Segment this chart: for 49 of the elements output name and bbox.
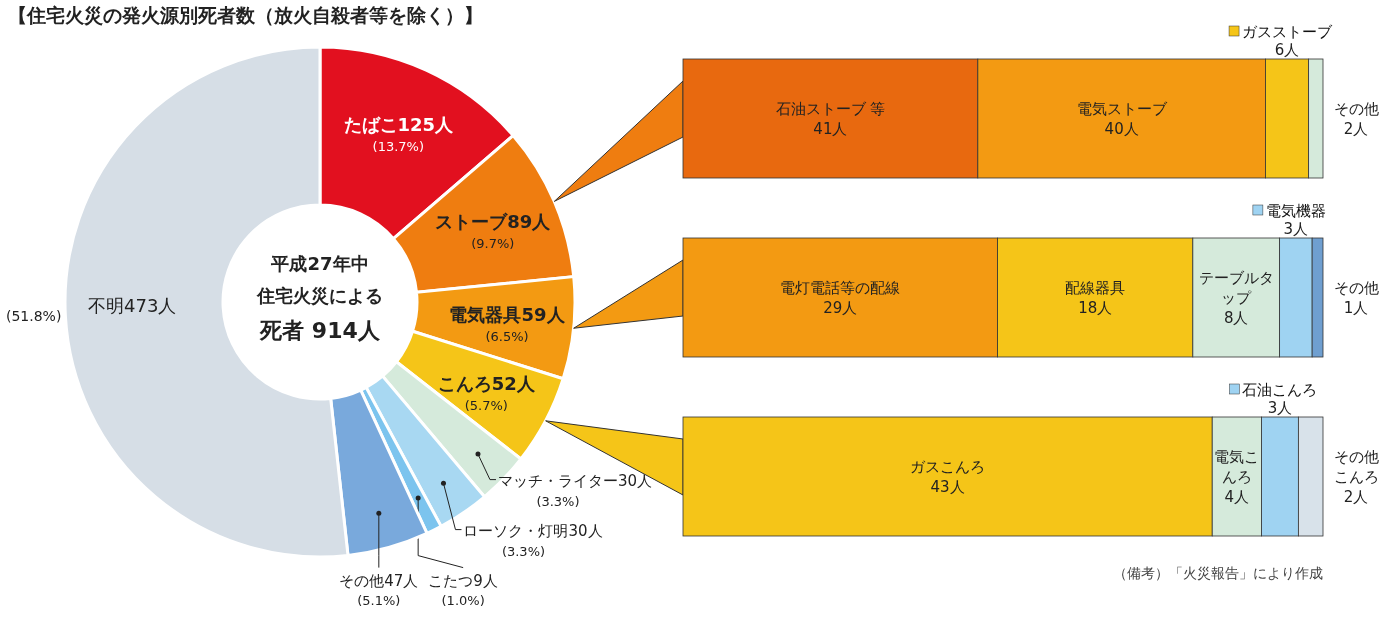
text: （備考）「火災報告」により作成 xyxy=(1113,565,1323,581)
data-label: 41人 xyxy=(813,119,848,138)
data-label: 3人 xyxy=(1267,399,1293,417)
text: (3.3%) xyxy=(536,493,580,509)
data-label: 29人 xyxy=(823,298,858,317)
series-label: その他 xyxy=(1333,278,1379,297)
data-label: 1人 xyxy=(1343,298,1369,317)
text: (51.8%) xyxy=(5,308,62,325)
slice-label: 不明473人 xyxy=(88,295,177,317)
data-label: 4人 xyxy=(1224,487,1250,506)
slice-label: 電気器具59人 xyxy=(449,304,566,326)
series-label: 配線器具 xyxy=(1065,278,1126,297)
text: 平成27年中 xyxy=(270,253,369,274)
series-label: 電灯電話等の配線 xyxy=(780,278,901,297)
slice-label: その他47人 xyxy=(339,571,419,590)
slice-label: たばこ125人 xyxy=(343,114,455,136)
data-label: 2人 xyxy=(1343,487,1369,506)
series-label: 電気ストーブ xyxy=(1076,99,1168,118)
text: (5.1%) xyxy=(357,592,401,608)
slice-label: マッチ・ライター30人 xyxy=(497,471,653,490)
data-label: 6人 xyxy=(1274,41,1300,59)
legend-label: 石油こんろ xyxy=(1242,381,1318,399)
series-label: その他こんろ xyxy=(1333,447,1379,486)
text: (13.7%) xyxy=(372,139,425,155)
chart-title: 【住宅火災の発火源別死者数（放火自殺者等を除く）】 xyxy=(8,4,483,26)
series-label: ガスこんろ xyxy=(910,457,986,476)
text: (1.0%) xyxy=(441,592,485,608)
data-label: 2人 xyxy=(1343,119,1369,138)
data-label: 8人 xyxy=(1223,308,1249,327)
series-label: テーブルタップ xyxy=(1198,268,1274,307)
text: (5.7%) xyxy=(464,397,508,413)
text: 死者 914人 xyxy=(259,318,381,343)
data-label: 3人 xyxy=(1283,220,1309,238)
series-label: 石油ストーブ 等 xyxy=(775,99,886,118)
data-label: 18人 xyxy=(1078,298,1113,317)
legend-label: 電気機器 xyxy=(1265,202,1326,220)
slice-label: ローソク・灯明30人 xyxy=(463,521,603,540)
slice-label: こたつ9人 xyxy=(428,571,498,590)
slice-label: こんろ52人 xyxy=(437,372,536,394)
data-label: 43人 xyxy=(930,477,965,496)
series-label: その他 xyxy=(1333,99,1379,118)
series-label: 電気こんろ xyxy=(1214,447,1260,486)
data-label: 40人 xyxy=(1104,119,1139,138)
slice-label: ストーブ89人 xyxy=(435,210,552,232)
text: 住宅火災による xyxy=(256,285,383,306)
text: (9.7%) xyxy=(471,235,515,251)
legend-label: ガスストーブ xyxy=(1242,23,1334,41)
text: (3.3%) xyxy=(501,543,546,559)
text: (6.5%) xyxy=(485,329,529,345)
